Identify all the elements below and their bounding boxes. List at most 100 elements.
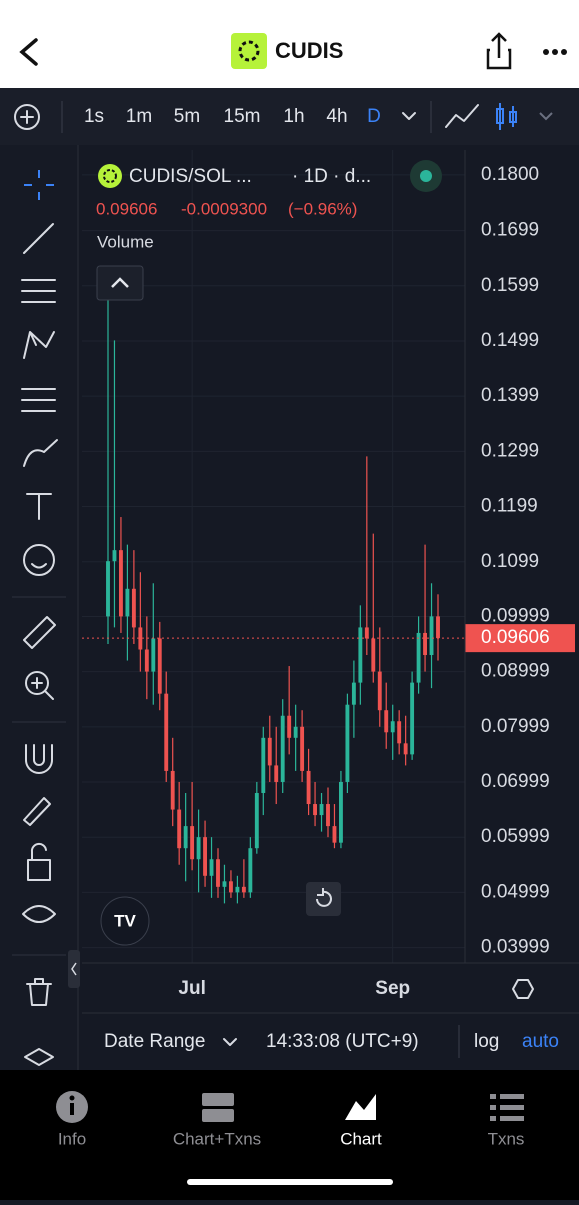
candle-body [209,859,214,876]
y-tick-label: 0.1299 [481,440,539,461]
candle-body [416,632,421,683]
tab-label[interactable]: Chart+Txns [173,1129,261,1148]
candle-body [339,781,343,843]
pattern-tool[interactable] [23,331,55,359]
drawing-tools [0,145,78,1070]
change: -0.0009300 [181,199,267,218]
candle-body [144,649,149,672]
chart-style-candle[interactable] [496,103,517,130]
text-tool[interactable] [26,493,52,520]
y-tick-label: 0.09999 [481,605,550,626]
chart-txns-icon [202,1093,234,1122]
change-pct: (−0.96%) [288,199,357,218]
magnet-tool[interactable] [25,744,53,774]
candles: 0.09606 [82,296,575,904]
chart-icon [345,1094,376,1120]
candle-body [196,837,201,860]
tab-label[interactable]: Txns [488,1129,525,1148]
last-price-label: 0.09606 [481,627,550,648]
x-tick-label: Sep [375,978,410,999]
interval[interactable]: D [367,106,381,127]
layers-tool[interactable] [24,1048,54,1066]
candle-body [112,550,117,562]
symbol: CUDIS/SOL ... [129,166,252,187]
crosshair-tool[interactable] [24,170,54,200]
candle-body [119,550,123,617]
y-tick-label: 0.1699 [481,220,539,241]
interval[interactable]: 4h [326,106,347,127]
tabs: Info Chart+Txns Chart Txns [58,1129,525,1148]
reset-button[interactable] [306,882,341,916]
candle-body [183,826,188,849]
ruler-tool[interactable] [23,616,56,649]
prediction-tool[interactable] [21,388,56,412]
price: 0.09606 [96,199,157,218]
candle-body [351,682,356,705]
candle-body [138,627,143,650]
delete-tool[interactable] [26,978,52,1006]
candle-body [326,804,330,827]
candle-body [293,726,298,738]
date-range-dropdown[interactable] [223,1038,237,1046]
candle-body [313,804,317,816]
add-icon [20,110,34,124]
emoji-tool[interactable] [23,544,55,576]
zoom-tool[interactable] [25,671,54,700]
interval[interactable]: 1s [84,106,104,127]
more-button[interactable] [543,49,567,55]
candle-body [287,715,292,738]
legend: CUDIS/SOL ... · 1D · d... 0.09606 -0.000… [96,160,442,301]
interval[interactable]: 5m [174,106,200,127]
share-button[interactable] [486,32,512,70]
auto-toggle[interactable]: auto [522,1031,559,1052]
info-icon [56,1091,88,1123]
interval[interactable]: 1m [126,106,152,127]
fib-tool[interactable] [21,279,56,303]
candle-body [177,809,182,849]
visibility-tool[interactable] [22,905,56,923]
interval[interactable]: 1h [283,106,304,127]
candle-body [216,859,220,887]
candle-body [267,737,272,766]
back-button[interactable] [19,38,38,66]
volume-label: Volume [97,232,154,251]
chart-style-line[interactable] [445,104,479,128]
unlock-tool[interactable] [27,842,51,881]
y-tick-label: 0.1099 [481,551,539,572]
candle-body [332,826,337,843]
token-logo [231,33,267,69]
interval-dropdown[interactable] [402,112,416,120]
tradingview-logo: TV [100,896,150,946]
candle-body [261,737,266,794]
tab-label[interactable]: Chart [340,1129,382,1148]
trendline-tool[interactable] [23,223,54,254]
tab-bar [0,1070,579,1200]
log-toggle[interactable]: log [474,1031,499,1052]
candle-body [403,743,408,755]
candle-body [222,881,227,887]
date-range[interactable]: Date Range [104,1031,205,1052]
candle-body [280,715,285,782]
add-indicator[interactable] [14,104,40,130]
interval[interactable]: 15m [224,106,261,127]
candle-body [358,627,363,683]
token-title: CUDIS [275,38,343,63]
style-dropdown[interactable] [539,112,553,121]
settings-button[interactable] [512,979,534,999]
candle-body [274,765,279,782]
tab-label[interactable]: Info [58,1129,86,1148]
candle-body [241,886,246,893]
y-tick-label: 0.08999 [481,661,550,682]
lock-drawing-tool[interactable] [23,797,51,826]
candle-body [164,693,169,771]
candle-body [125,588,130,617]
brush-tool[interactable] [23,439,58,467]
candle-body [319,804,324,816]
collapse-tools[interactable] [68,950,80,988]
svg-text:TV: TV [114,911,136,930]
candle-body [151,638,156,672]
y-tick-label: 0.04999 [481,881,550,902]
y-tick-label: 0.03999 [481,937,550,958]
